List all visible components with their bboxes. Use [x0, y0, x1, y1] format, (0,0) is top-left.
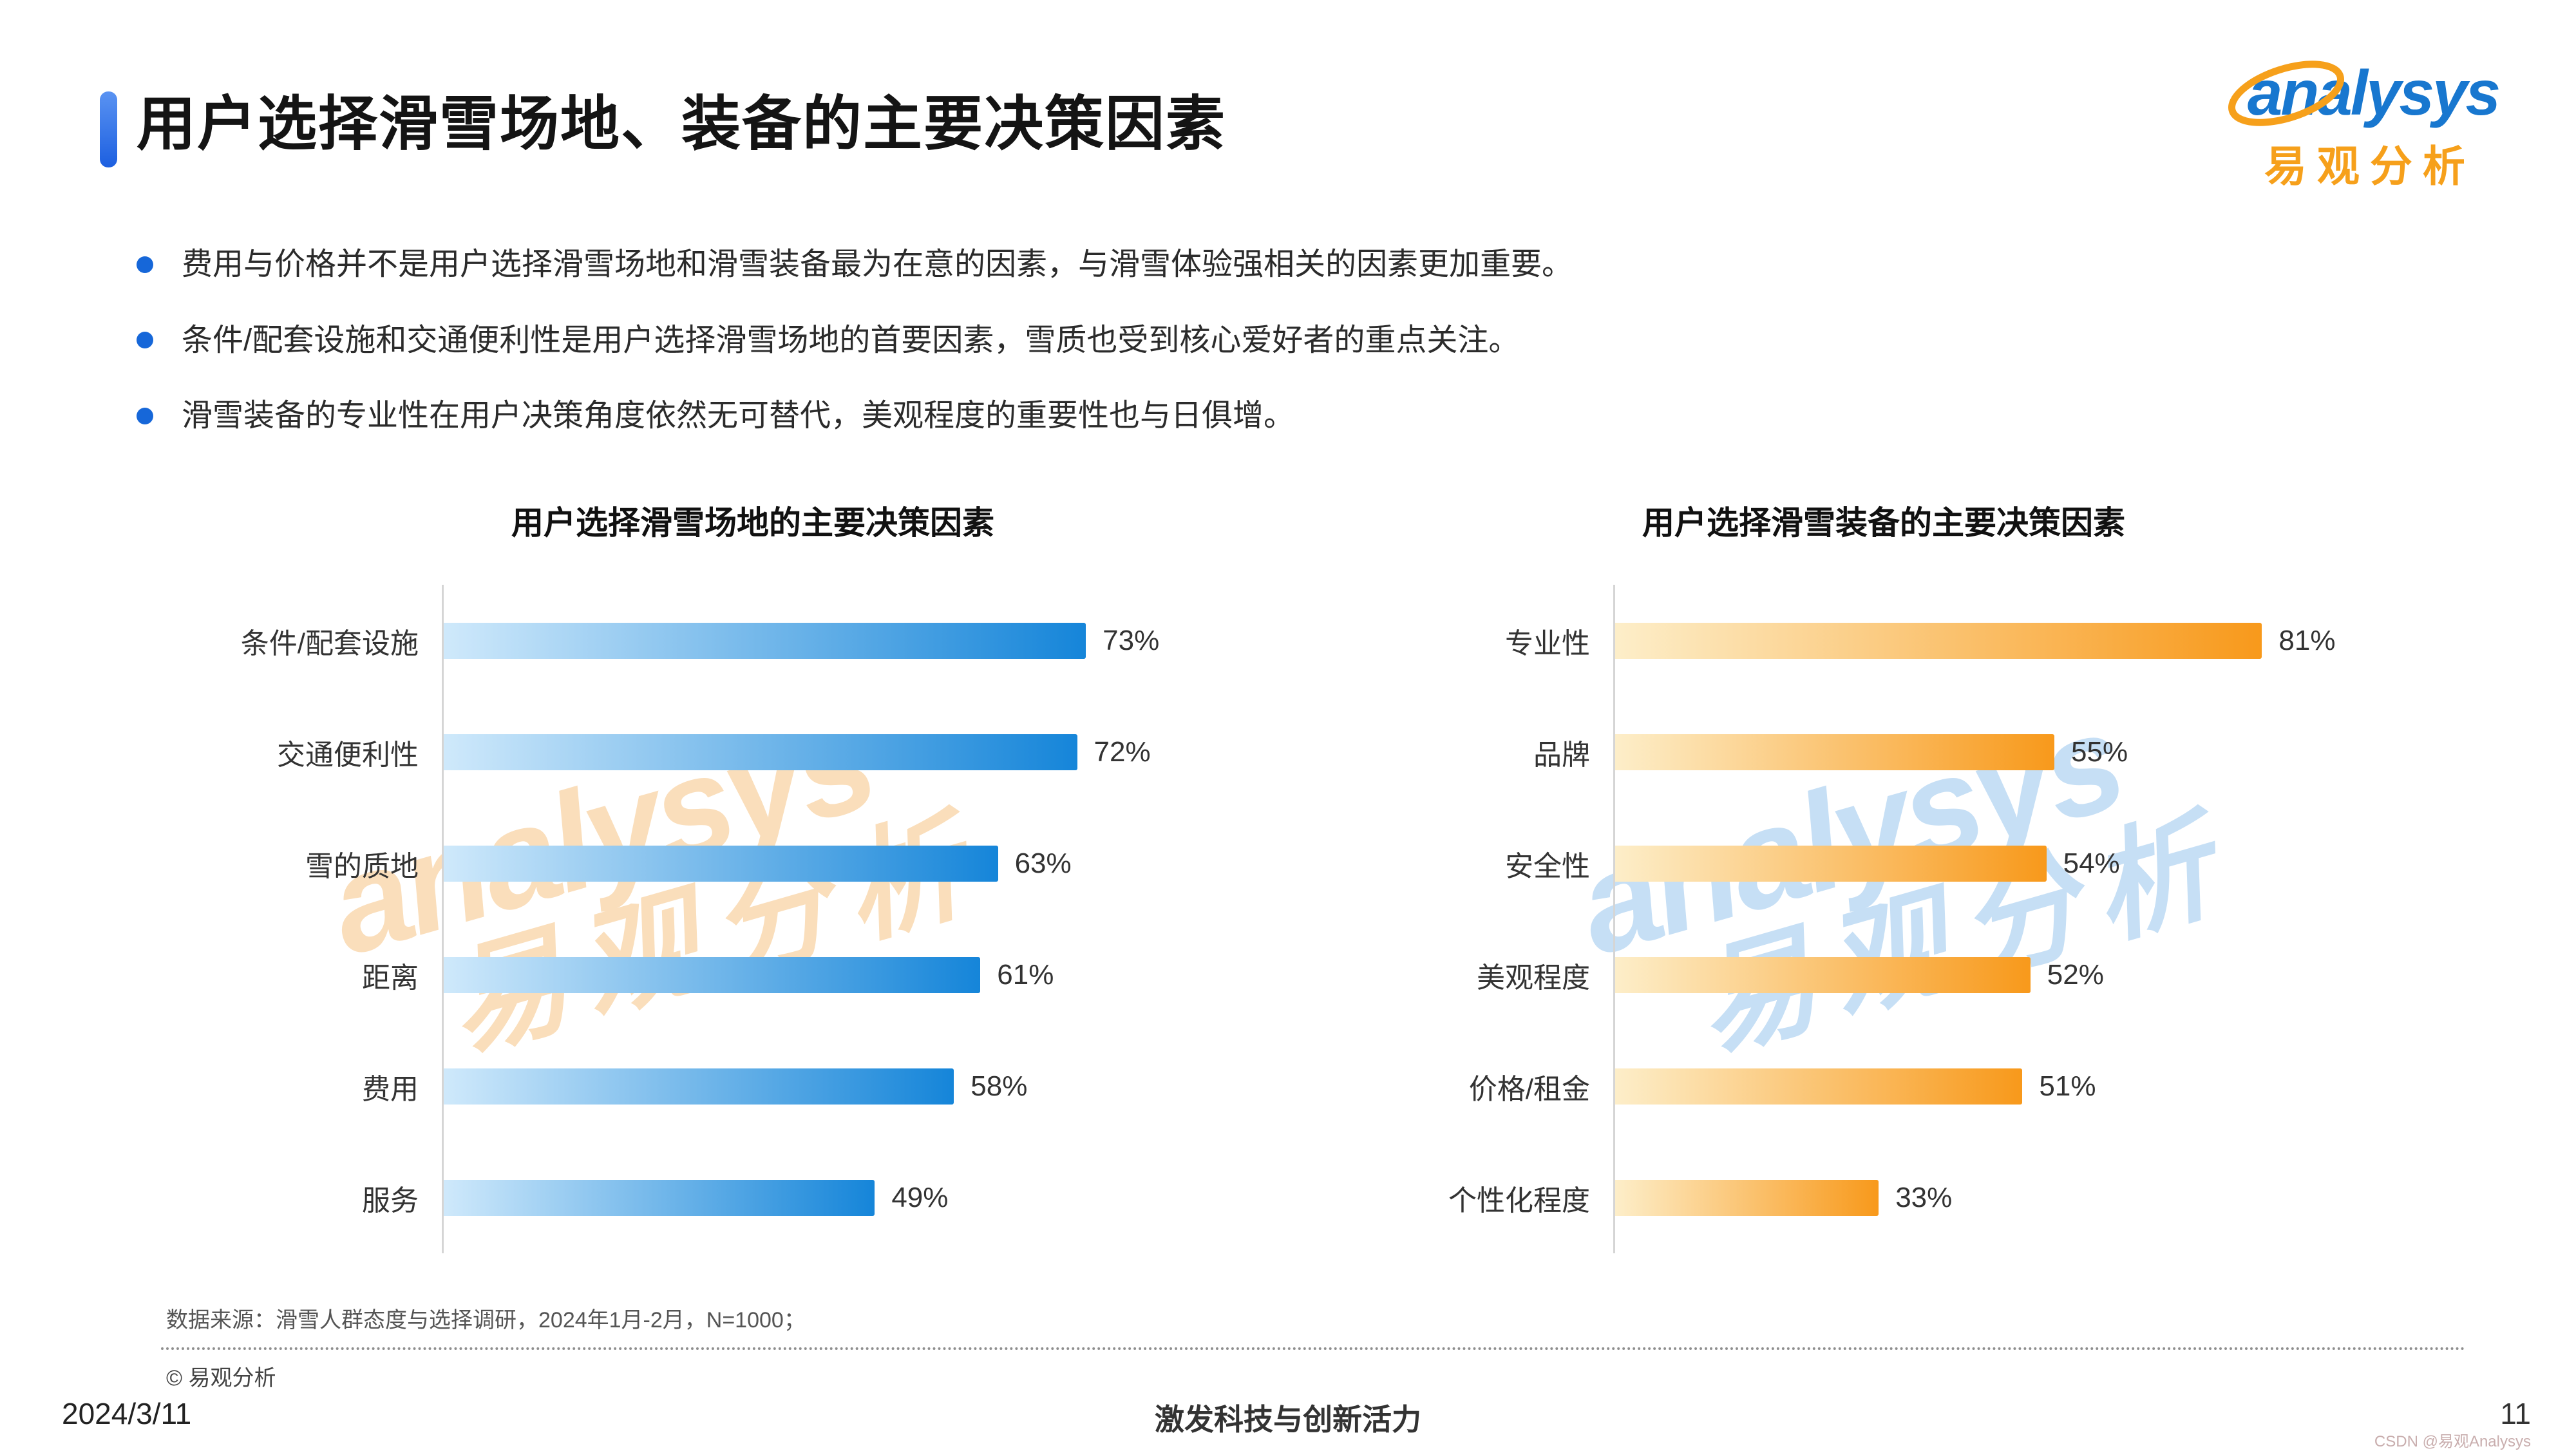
chart-row: 条件/配套设施 73% [184, 585, 1343, 696]
footer-divider [161, 1347, 2467, 1350]
value-label: 33% [1895, 1181, 1953, 1213]
chart-row: 品牌 55% [1356, 696, 2450, 808]
bar-track: 58% [442, 1030, 1323, 1142]
category-label: 安全性 [1505, 850, 1590, 882]
bar-track: 33% [1613, 1142, 2414, 1253]
equipment-factors-chart: 用户选择滑雪装备的主要决策因素 analysys 易观分析 专业性 81% 品牌 55… [1356, 497, 2450, 1253]
category-label: 价格/租金 [1468, 1073, 1590, 1105]
category-label: 距离 [362, 962, 419, 994]
bar [1615, 845, 2047, 882]
bar-track: 54% [1613, 808, 2414, 919]
bullet-dot-icon [137, 256, 153, 273]
bar [1615, 956, 2031, 993]
category-label: 费用 [362, 1073, 419, 1105]
bar-track: 49% [442, 1142, 1323, 1253]
logo-wordmark: analysys [2228, 61, 2501, 126]
venue-factors-chart: 用户选择滑雪场地的主要决策因素 analysys 易观分析 条件/配套设施 73%… [184, 497, 1343, 1253]
value-label: 81% [2278, 624, 2336, 656]
chart-row: 距离 61% [184, 919, 1343, 1030]
chart-row: 美观程度 52% [1356, 919, 2450, 1030]
chart-title: 用户选择滑雪装备的主要决策因素 [1642, 505, 2125, 541]
logo-swoosh-icon [2228, 61, 2344, 126]
logo-brand-text: analysys [2247, 57, 2501, 128]
value-label: 55% [2071, 735, 2128, 768]
chart-row: 个性化程度 33% [1356, 1142, 2450, 1253]
value-label: 58% [971, 1070, 1028, 1102]
value-label: 54% [2063, 847, 2120, 879]
bullet-dot-icon [137, 407, 153, 424]
key-points: 费用与价格并不是用户选择滑雪场地和滑雪装备最为在意的因素，与滑雪体验强相关的因素… [137, 246, 1573, 435]
bar-track: 63% [442, 808, 1323, 919]
copyright-note: © 易观分析 [166, 1366, 276, 1390]
bar [444, 622, 1086, 659]
bullet-item: 滑雪装备的专业性在用户决策角度依然无可替代，美观程度的重要性也与日俱增。 [137, 397, 1573, 435]
analysys-logo: analysys 易观分析 [2228, 61, 2501, 194]
bar-track: 51% [1613, 1030, 2414, 1142]
bar [1615, 734, 2054, 770]
value-label: 61% [997, 958, 1054, 991]
category-label: 美观程度 [1477, 962, 1590, 994]
bar-track: 73% [442, 585, 1323, 696]
bar-track: 61% [442, 919, 1323, 1030]
category-label: 个性化程度 [1448, 1184, 1590, 1217]
chart-row: 费用 58% [184, 1030, 1343, 1142]
footer-slogan: 激发科技与创新活力 [1155, 1403, 1421, 1436]
chart-title: 用户选择滑雪场地的主要决策因素 [511, 505, 994, 541]
bar [444, 1179, 875, 1216]
title-accent-bar [100, 91, 117, 167]
value-label: 52% [2047, 958, 2104, 991]
value-label: 51% [2039, 1070, 2096, 1102]
bar-track: 81% [1613, 585, 2414, 696]
bullet-item: 费用与价格并不是用户选择滑雪场地和滑雪装备最为在意的因素，与滑雪体验强相关的因素… [137, 246, 1573, 283]
chart-row: 交通便利性 72% [184, 696, 1343, 808]
category-label: 交通便利性 [277, 739, 419, 771]
chart-row: 服务 49% [184, 1142, 1343, 1253]
category-label: 服务 [362, 1184, 419, 1217]
chart-row: 专业性 81% [1356, 585, 2450, 696]
page-title: 用户选择滑雪场地、装备的主要决策因素 [137, 91, 1227, 157]
logo-brand-cn: 易观分析 [2264, 142, 2476, 190]
bar-track: 72% [442, 696, 1323, 808]
category-label: 品牌 [1533, 739, 1590, 771]
bullet-text: 滑雪装备的专业性在用户决策角度依然无可替代，美观程度的重要性也与日俱增。 [182, 399, 1295, 433]
value-label: 49% [891, 1181, 949, 1213]
bar-track: 55% [1613, 696, 2414, 808]
bar [444, 956, 981, 993]
category-label: 雪的质地 [305, 850, 419, 882]
value-label: 63% [1014, 847, 1072, 879]
value-label: 72% [1094, 735, 1151, 768]
bar [444, 845, 998, 882]
bar-rows: 条件/配套设施 73% 交通便利性 72% 雪的质地 63% 距离 61% 费用 58% 服务 49% [184, 585, 1343, 1253]
chart-row: 安全性 54% [1356, 808, 2450, 919]
bar [444, 1068, 954, 1105]
bullet-text: 条件/配套设施和交通便利性是用户选择滑雪场地的首要因素，雪质也受到核心爱好者的重… [182, 323, 1520, 357]
data-source-note: 数据来源：滑雪人群态度与选择调研，2024年1月-2月，N=1000； [166, 1308, 806, 1332]
value-label: 73% [1103, 624, 1160, 656]
bar [444, 734, 1077, 770]
bar-rows: 专业性 81% 品牌 55% 安全性 54% 美观程度 52% 价格/租金 51% 个性化程度 33% [1356, 585, 2450, 1253]
page-number: 11 [2500, 1397, 2531, 1430]
bar [1615, 1179, 1879, 1216]
csdn-watermark: CSDN @易观Analysys [2374, 1433, 2531, 1450]
chart-row: 雪的质地 63% [184, 808, 1343, 919]
bullet-item: 条件/配套设施和交通便利性是用户选择滑雪场地的首要因素，雪质也受到核心爱好者的重… [137, 322, 1573, 359]
bar [1615, 622, 2262, 659]
report-date: 2024/3/11 [62, 1397, 192, 1430]
chart-row: 价格/租金 51% [1356, 1030, 2450, 1142]
bullet-text: 费用与价格并不是用户选择滑雪场地和滑雪装备最为在意的因素，与滑雪体验强相关的因素… [182, 247, 1573, 281]
bar-track: 52% [1613, 919, 2414, 1030]
bullet-dot-icon [137, 332, 153, 349]
bar [1615, 1068, 2023, 1105]
category-label: 条件/配套设施 [240, 627, 419, 659]
category-label: 专业性 [1505, 627, 1590, 659]
